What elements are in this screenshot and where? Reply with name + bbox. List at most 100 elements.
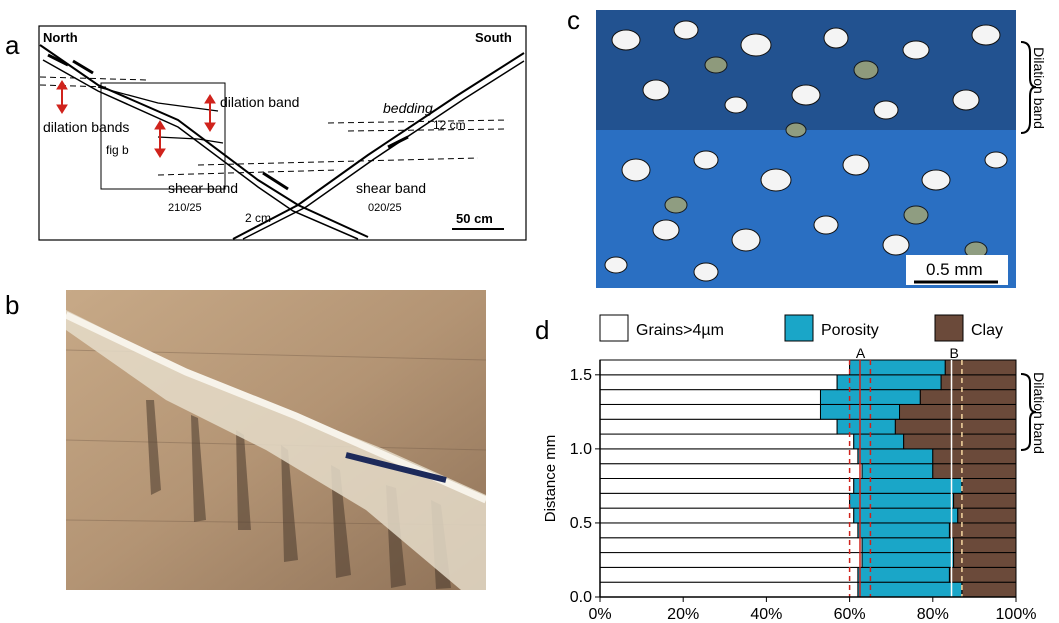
bar-segment <box>599 433 855 450</box>
dilation-band-brace-d <box>1020 373 1037 451</box>
bar-segment <box>857 566 950 583</box>
bar-segment <box>932 448 1017 465</box>
bar-segment <box>961 478 1017 494</box>
bar-segment <box>599 522 859 539</box>
bar-segment <box>599 552 863 568</box>
legend-swatch <box>934 314 964 342</box>
legend-label: Porosity <box>821 322 879 339</box>
bar-segment <box>861 552 955 568</box>
offset-2-label: 2 cm <box>245 211 271 225</box>
shear-band-left-line <box>42 59 359 240</box>
bar-segment <box>836 374 942 391</box>
dilation-bands-label: dilation bands <box>43 119 129 135</box>
shear-band-left-orientation: 210/25 <box>168 202 202 214</box>
x-tick-label: 100% <box>996 606 1037 623</box>
bar-segment <box>599 492 851 509</box>
panel-d-letter: d <box>535 315 550 345</box>
bar-segment <box>599 478 855 494</box>
bar-segment <box>599 566 859 583</box>
panel-c-letter: c <box>567 5 580 35</box>
bar-segment <box>857 448 934 465</box>
bar-segment <box>599 359 851 376</box>
bar-segment <box>932 463 1017 479</box>
legend-label: Clay <box>971 322 1003 339</box>
bar-segment <box>948 566 1017 583</box>
bedding-line <box>347 128 509 132</box>
bar-segment <box>853 433 905 450</box>
bar-segment <box>599 463 863 479</box>
y-tick-label: 1.0 <box>570 441 592 458</box>
x-tick-label: 40% <box>750 606 782 623</box>
bar-segment <box>944 359 1017 376</box>
bar-segment <box>861 463 934 479</box>
shear-band-right-orientation: 020/25 <box>368 202 402 214</box>
bar-segment <box>599 507 855 524</box>
bar-segment <box>853 507 959 524</box>
x-tick-label: 0% <box>588 606 611 623</box>
bar-segment <box>953 537 1017 554</box>
panel-d-chart: Grains>4µm Porosity Clay A B 0% 20% 40% 60% 80% 10… <box>542 314 1037 623</box>
dilation-band-label-d: Dilation band <box>1031 372 1047 454</box>
dilation-arrows <box>56 80 216 158</box>
bar-segment <box>957 507 1017 524</box>
dilation-band-label-c: Dilation band <box>1031 47 1047 129</box>
legend-label: Grains>4µm <box>636 322 724 339</box>
bar-segment <box>836 418 896 435</box>
bar-segment <box>961 581 1017 598</box>
offset-12-label: 12 cm <box>433 118 466 132</box>
shear-band-right-line <box>242 60 525 240</box>
bar-segment <box>948 522 1017 539</box>
bar-segment <box>861 537 955 554</box>
y-tick-label: 0.0 <box>570 589 592 606</box>
x-tick-label: 60% <box>834 606 866 623</box>
scale-bar-label-c: 0.5 mm <box>926 260 983 279</box>
y-tick-label: 1.5 <box>570 367 592 384</box>
panel-b-photo <box>66 290 486 590</box>
dilation-band-label: dilation band <box>220 94 299 110</box>
bar-segment <box>849 359 946 376</box>
bar-segment <box>599 418 838 435</box>
bar-segment <box>953 492 1017 509</box>
bar-segment <box>849 492 955 509</box>
scale-bar-label: 50 cm <box>456 211 493 226</box>
bar-segment <box>899 403 1017 420</box>
panel-b-letter: b <box>5 290 20 320</box>
shear-band-left-label: shear band <box>168 180 238 196</box>
panel-c-micrograph: 0.5 mm <box>596 10 1016 288</box>
legend-swatch <box>784 314 814 342</box>
bar-segment <box>940 374 1017 391</box>
bedding-label: bedding <box>383 100 433 116</box>
bar-segment <box>857 522 950 539</box>
offset-arrow <box>72 59 94 75</box>
bar-segment <box>599 537 863 554</box>
marker-a: A <box>856 345 866 361</box>
x-tick-label: 20% <box>667 606 699 623</box>
shear-band-left-line <box>39 44 369 238</box>
panel-a-diagram: North South fig b dilation band dilation… <box>38 25 527 241</box>
bedding-line <box>39 76 149 81</box>
offset-arrow <box>47 53 69 67</box>
bar-segment <box>919 389 1017 405</box>
dilation-band-line <box>97 86 219 112</box>
bar-segment <box>903 433 1017 450</box>
panel-a-letter: a <box>5 30 20 60</box>
bedding-line <box>39 84 109 88</box>
shear-band-right-line <box>232 52 525 240</box>
legend-swatch <box>599 314 629 342</box>
y-tick-label: 0.5 <box>570 515 592 532</box>
dilation-band-line <box>157 136 224 144</box>
bar-segment <box>894 418 1017 435</box>
bar-segment <box>599 374 838 391</box>
y-axis-label: Distance mm <box>542 435 559 523</box>
shear-band-right-label: shear band <box>356 180 426 196</box>
bar-segment <box>599 403 821 420</box>
south-label: South <box>475 30 512 45</box>
pen-object <box>345 452 447 483</box>
bar-segment <box>953 552 1017 568</box>
x-tick-label: 80% <box>917 606 949 623</box>
fig-b-box <box>100 82 226 190</box>
north-label: North <box>43 30 78 45</box>
fig-b-label: fig b <box>106 143 129 157</box>
offset-arrow <box>262 171 289 191</box>
bar-segment <box>857 581 963 598</box>
